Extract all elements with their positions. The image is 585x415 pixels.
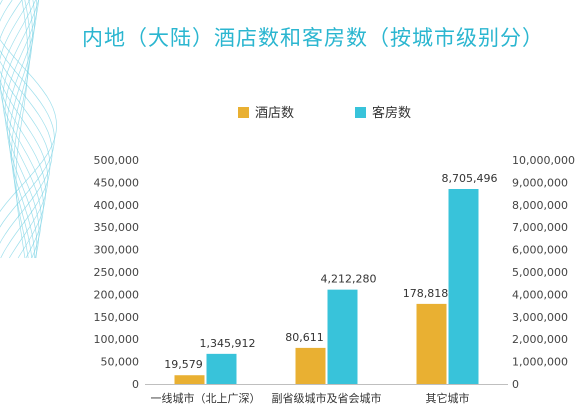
- y-right-tick-label: 5,000,000: [512, 266, 568, 279]
- wave-line: [0, 0, 51, 259]
- y-right-tick-label: 2,000,000: [512, 333, 568, 346]
- legend-swatch: [238, 107, 249, 118]
- y-right-tick-label: 3,000,000: [512, 311, 568, 324]
- bar-hotels: [174, 375, 205, 384]
- wave-line: [0, 50, 55, 228]
- legend-swatch: [355, 107, 366, 118]
- y-right-tick-label: 4,000,000: [512, 288, 568, 301]
- wave-line: [0, 0, 44, 259]
- wave-line: [0, 38, 57, 213]
- y-right-tick-label: 6,000,000: [512, 244, 568, 257]
- x-category-label: 其它城市: [426, 391, 470, 405]
- data-label: 1,345,912: [200, 337, 256, 350]
- legend-label: 酒店数: [255, 106, 294, 121]
- y-right-tick-label: 0: [512, 378, 519, 391]
- y-left-tick-label: 250,000: [94, 266, 140, 279]
- y-left-tick-label: 300,000: [94, 244, 140, 257]
- bar-rooms: [327, 289, 358, 384]
- decorative-wave-lines: [0, 0, 57, 259]
- bar-hotels: [416, 303, 447, 384]
- y-right-tick-label: 8,000,000: [512, 199, 568, 212]
- wave-line: [9, 0, 35, 259]
- y-left-tick-label: 0: [132, 378, 139, 391]
- data-label: 178,818: [403, 287, 449, 300]
- wave-line: [0, 0, 53, 244]
- wave-line: [0, 0, 46, 259]
- y-right-tick-label: 9,000,000: [512, 176, 568, 189]
- y-left-tick-label: 500,000: [94, 154, 140, 167]
- data-label: 4,212,280: [321, 273, 377, 286]
- legend-label: 客房数: [372, 105, 411, 121]
- bar-rooms: [448, 188, 479, 384]
- bar-hotels: [295, 347, 326, 384]
- page-title: 内地（大陆）酒店数和客房数（按城市级别分）: [82, 26, 544, 50]
- y-right-tick-label: 10,000,000: [512, 154, 575, 167]
- data-label: 80,611: [285, 331, 324, 344]
- data-label: 19,579: [164, 358, 203, 371]
- y-left-tick-label: 50,000: [101, 356, 140, 369]
- y-left-tick-label: 200,000: [94, 288, 140, 301]
- y-right-tick-label: 7,000,000: [512, 221, 568, 234]
- x-category-label: 一线城市（北上广深）: [151, 391, 261, 405]
- y-left-tick-label: 150,000: [94, 311, 140, 324]
- y-left-tick-label: 400,000: [94, 199, 140, 212]
- data-label: 8,705,496: [442, 172, 498, 185]
- y-left-tick-label: 100,000: [94, 333, 140, 346]
- wave-line: [15, 0, 29, 259]
- wave-line: [0, 0, 49, 259]
- bar-rooms: [206, 353, 237, 384]
- wave-line: [6, 0, 38, 259]
- y-left-tick-label: 350,000: [94, 221, 140, 234]
- y-left-tick-label: 450,000: [94, 176, 140, 189]
- y-right-tick-label: 1,000,000: [512, 356, 568, 369]
- x-category-label: 副省级城市及省会城市: [272, 391, 382, 405]
